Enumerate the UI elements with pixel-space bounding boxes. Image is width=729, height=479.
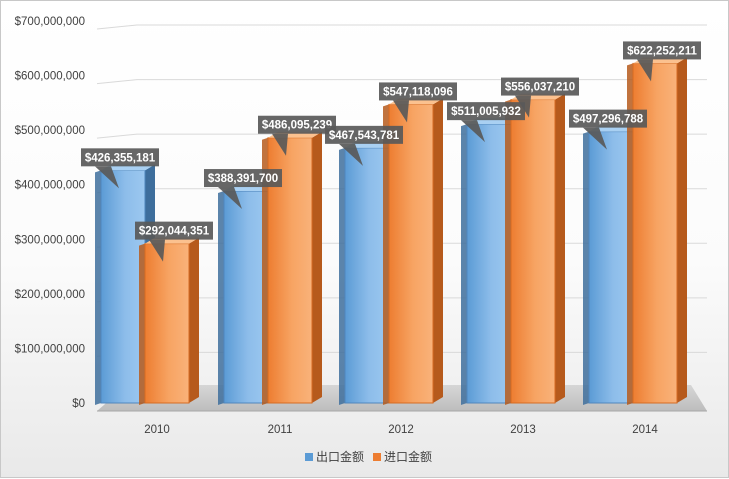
bar-front (588, 131, 634, 404)
data-label-text: $547,118,096 (383, 86, 453, 98)
data-label: $426,355,181 (81, 148, 159, 189)
data-label-pointer (272, 133, 288, 156)
bar-进口金额-2014 (627, 57, 687, 406)
x-tick-label: 2011 (268, 424, 293, 436)
bar-side (433, 98, 443, 403)
bar-side (677, 57, 687, 404)
bar-side (555, 93, 565, 403)
data-label-box (447, 102, 525, 121)
data-label: $511,005,932 (447, 102, 525, 143)
y-tick-label: $100,000,000 (15, 343, 85, 355)
bar-front (344, 147, 390, 404)
legend-label: 进口金额 (384, 449, 432, 464)
bar-front (510, 99, 556, 404)
bar-进口金额-2013 (505, 93, 565, 405)
legend-swatch (305, 453, 313, 461)
data-label-text: $486,095,239 (262, 120, 332, 132)
data-label-pointer (515, 95, 531, 118)
bar-front (144, 243, 190, 404)
x-tick-label: 2013 (510, 424, 536, 436)
x-tick-label: 2014 (632, 424, 658, 436)
data-label: $547,118,096 (379, 82, 457, 123)
data-label-text: $556,037,210 (505, 82, 575, 94)
data-label-box (135, 221, 213, 240)
bar-front (223, 190, 269, 404)
data-label-box (379, 82, 457, 101)
x-tick-label: 2010 (144, 424, 170, 436)
legend-swatch (373, 453, 381, 461)
y-tick-label: $400,000,000 (15, 180, 85, 192)
bar-进口金额-2012 (383, 98, 443, 405)
bar-side-left (95, 170, 101, 405)
y-tick-label: $700,000,000 (15, 16, 85, 28)
bar-side-left (339, 147, 345, 405)
data-label: $486,095,239 (258, 115, 336, 156)
bar-side (312, 131, 322, 403)
data-label-text: $426,355,181 (85, 152, 156, 164)
bar-front (466, 123, 512, 404)
bar-进口金额-2010 (139, 237, 199, 405)
y-tick-label: $0 (72, 398, 85, 410)
data-label: $497,296,788 (569, 109, 647, 150)
data-label-text: $511,005,932 (451, 106, 521, 118)
data-label-text: $497,296,788 (573, 114, 644, 126)
legend: 出口金额 进口金额 (305, 449, 432, 464)
data-label-box (569, 109, 647, 128)
bar-side (189, 237, 199, 403)
data-label-pointer (637, 59, 653, 82)
bar-side-left (505, 99, 511, 405)
bar-进口金额-2011 (262, 131, 322, 405)
bar-side-left (262, 137, 268, 405)
bar-front (388, 103, 434, 404)
data-label-text: $467,543,781 (329, 130, 400, 142)
data-label-pointer (393, 100, 409, 123)
data-label: $467,543,781 (325, 125, 403, 166)
bar-front (100, 169, 146, 404)
data-label-text: $622,252,211 (627, 45, 697, 57)
gridline (96, 24, 707, 30)
bars (95, 57, 687, 406)
bar-side-left (583, 131, 589, 405)
bar-side-left (383, 104, 389, 405)
data-label: $556,037,210 (501, 77, 579, 118)
data-label-box (623, 41, 701, 60)
bar-side-left (139, 243, 145, 405)
legend-item: 出口金额 (305, 449, 364, 464)
data-label: $388,391,700 (204, 169, 282, 210)
y-tick-label: $500,000,000 (15, 125, 85, 137)
y-tick-label: $600,000,000 (15, 71, 85, 83)
data-label-pointer (461, 120, 485, 143)
data-label-box (325, 125, 403, 144)
data-label-box (81, 148, 159, 167)
data-label-text: $292,044,351 (139, 226, 210, 238)
data-labels: $426,355,181 $292,044,351 $388,391,700 $486… (81, 41, 701, 262)
data-label: $622,252,211 (623, 41, 701, 82)
data-label-pointer (218, 187, 242, 210)
y-tick-label: $200,000,000 (15, 289, 85, 301)
data-label-text: $388,391,700 (208, 173, 278, 185)
x-tick-label: 2012 (388, 424, 414, 436)
data-label-pointer (95, 166, 119, 189)
bar-side-left (218, 191, 224, 405)
data-label-pointer (339, 143, 363, 166)
bar-side-left (627, 63, 633, 406)
legend-item: 进口金额 (373, 449, 432, 464)
data-label-box (501, 77, 579, 96)
data-label-pointer (583, 127, 607, 150)
data-label: $292,044,351 (135, 221, 213, 262)
y-tick-label: $300,000,000 (15, 234, 85, 246)
data-label-box (204, 169, 282, 188)
data-label-box (258, 115, 336, 134)
axis-labels: $0 $100,000,000 $200,000,000 $300,000,000 $4… (15, 16, 659, 436)
bar-side-left (461, 124, 467, 405)
legend-label: 出口金额 (316, 449, 364, 464)
data-label-pointer (149, 239, 165, 262)
